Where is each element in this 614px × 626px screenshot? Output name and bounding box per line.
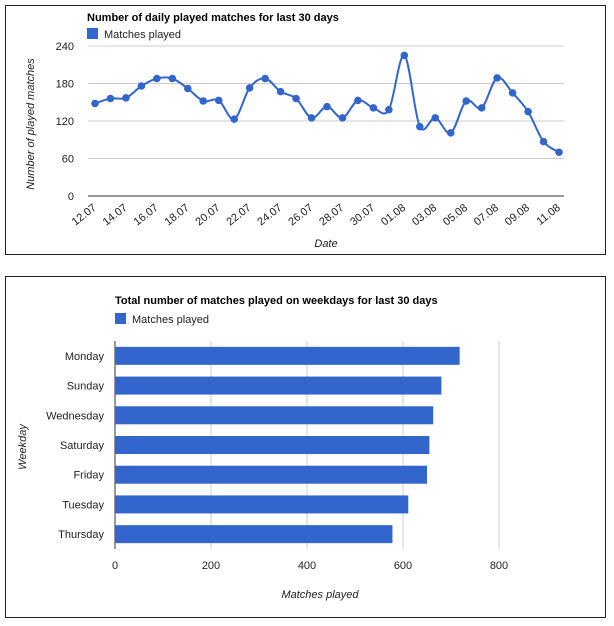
data-point — [477, 104, 486, 112]
data-point — [230, 115, 238, 123]
x-tick-label: 03.08 — [410, 202, 439, 228]
x-tick-label: 05.08 — [441, 202, 470, 228]
x-tick-label: 11.08 — [534, 202, 562, 228]
x-tick-label: 400 — [298, 560, 316, 572]
x-tick-label: 20.07 — [193, 202, 222, 228]
x-tick-label: 0 — [112, 560, 118, 572]
bar — [115, 346, 460, 365]
x-tick-label: 600 — [394, 560, 412, 572]
data-point — [122, 94, 130, 102]
bar — [115, 376, 442, 395]
x-tick-label: 26.07 — [286, 202, 315, 228]
x-tick-label: 28.07 — [317, 202, 346, 228]
data-point — [307, 114, 316, 122]
x-tick-label: 16.07 — [132, 202, 161, 228]
data-point — [168, 74, 177, 83]
x-tick-label: 01.08 — [379, 202, 408, 228]
data-point — [539, 137, 548, 146]
x-tick-label: 22.07 — [224, 202, 253, 228]
data-point — [292, 94, 300, 103]
y-tick-label: 240 — [56, 41, 74, 53]
x-tick-label: 30.07 — [348, 202, 377, 228]
data-point — [369, 104, 378, 112]
y-tick-label: Thursday — [58, 529, 104, 541]
y-tick-label: Saturday — [60, 440, 105, 452]
y-tick-label: Tuesday — [62, 499, 104, 511]
x-tick-label: 14.07 — [101, 202, 130, 228]
data-point — [276, 87, 285, 96]
legend-label: Matches played — [132, 314, 209, 326]
data-point — [137, 82, 146, 90]
daily-matches-chart-panel: Number of daily played matches for last … — [5, 5, 606, 255]
y-tick-label: 120 — [56, 116, 74, 128]
data-point — [524, 107, 532, 116]
chart-title: Total number of matches played on weekda… — [115, 295, 438, 307]
bar — [115, 436, 430, 454]
x-tick-label: 24.07 — [255, 202, 284, 228]
y-tick-label: 60 — [62, 154, 74, 166]
legend-label: Matches played — [104, 29, 181, 41]
legend-swatch — [115, 313, 126, 324]
data-point — [323, 102, 331, 111]
y-tick-label: Monday — [65, 351, 105, 363]
legend-swatch — [87, 28, 98, 39]
x-tick-label: 07.08 — [472, 202, 501, 228]
y-axis-title: Number of played matches — [25, 58, 37, 190]
data-point — [106, 94, 115, 103]
x-axis-title: Date — [314, 238, 337, 250]
data-point — [462, 97, 471, 105]
data-point — [214, 96, 223, 105]
bar — [115, 406, 434, 425]
data-point — [199, 97, 208, 105]
bar — [115, 495, 409, 514]
x-tick-label: 800 — [490, 560, 508, 572]
data-point — [245, 84, 254, 92]
daily-matches-line-chart: Number of daily played matches for last … — [25, 12, 564, 250]
weekday-matches-bar-chart: Total number of matches played on weekda… — [17, 295, 508, 601]
data-point — [385, 105, 393, 114]
data-point — [493, 74, 501, 82]
y-tick-label: Wednesday — [46, 410, 104, 422]
bar — [115, 525, 393, 544]
x-tick-label: 200 — [202, 560, 220, 572]
data-point — [184, 84, 192, 93]
data-point — [354, 96, 362, 105]
weekday-matches-chart-panel: Total number of matches played on weekda… — [5, 276, 606, 618]
data-point — [338, 114, 347, 122]
y-tick-label: Sunday — [67, 381, 105, 393]
data-point — [261, 74, 269, 83]
x-axis-title: Matches played — [281, 589, 359, 601]
y-axis-title: Weekday — [17, 423, 29, 470]
data-point — [446, 129, 455, 137]
x-tick-label: 18.07 — [163, 202, 192, 228]
y-tick-label: 180 — [56, 79, 74, 91]
x-tick-label: 09.08 — [503, 202, 532, 228]
bar — [115, 465, 427, 484]
data-point — [431, 114, 440, 122]
y-tick-label: 0 — [68, 191, 74, 203]
data-point — [400, 51, 409, 60]
data-point — [153, 74, 161, 83]
data-point — [508, 89, 517, 97]
y-tick-label: Friday — [73, 470, 104, 482]
x-tick-label: 12.07 — [70, 202, 99, 228]
data-point — [555, 148, 563, 157]
chart-title: Number of daily played matches for last … — [87, 12, 339, 24]
data-point — [416, 122, 424, 131]
data-point — [91, 99, 99, 108]
